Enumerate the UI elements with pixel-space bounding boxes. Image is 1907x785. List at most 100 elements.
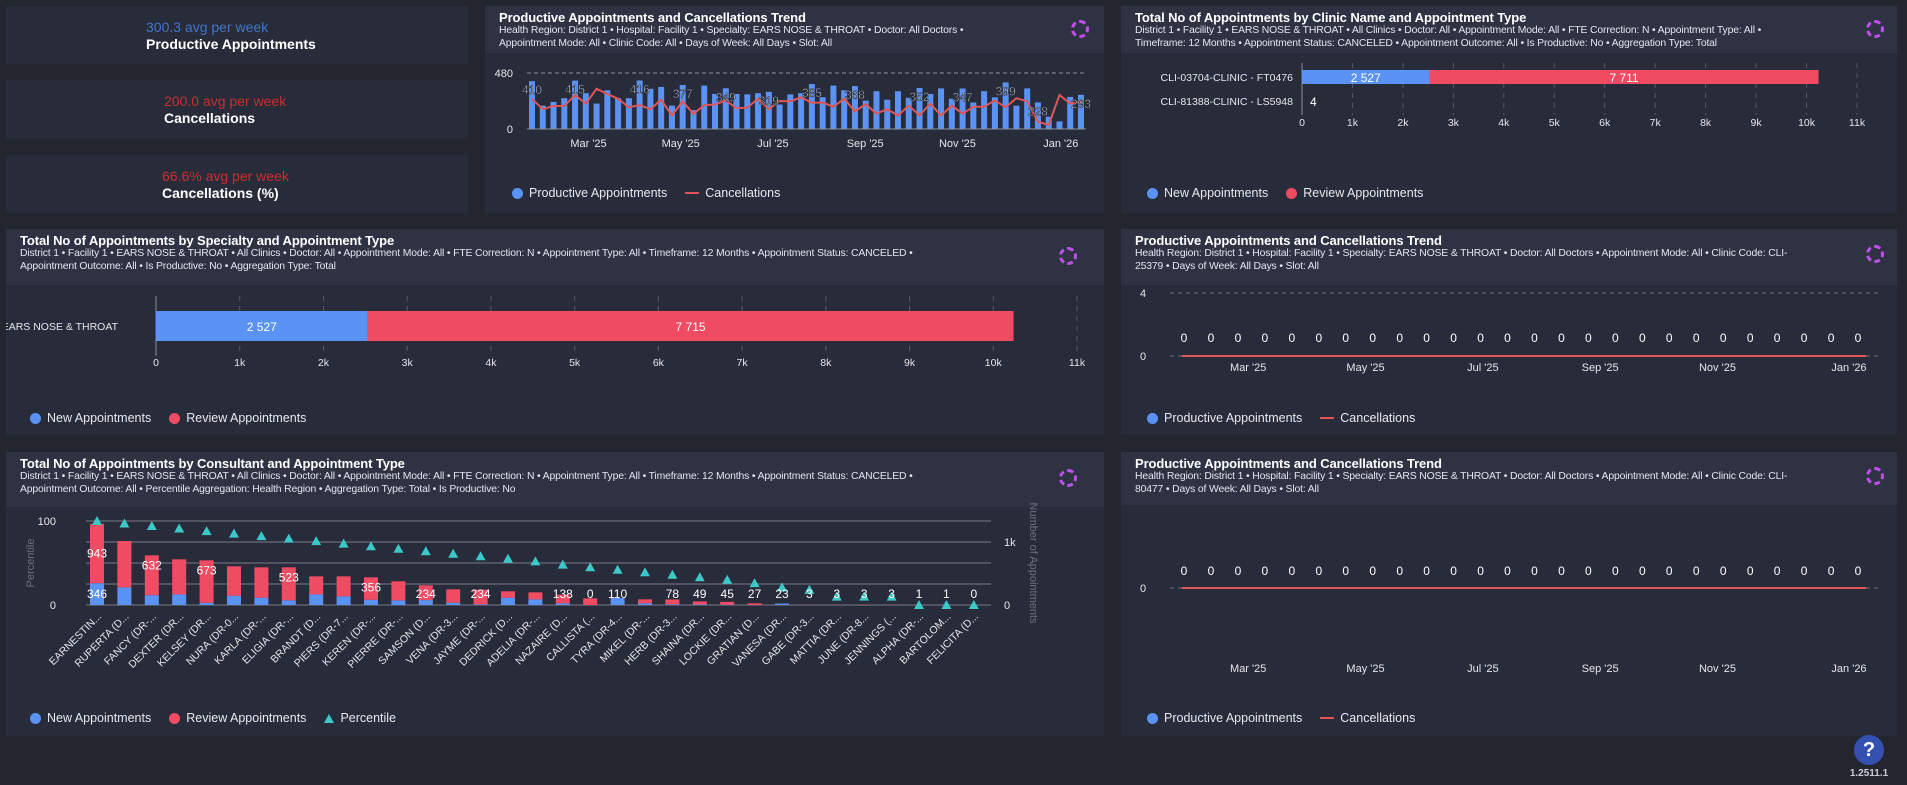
legend-percentile[interactable]: Percentile [324, 711, 396, 725]
legend-new[interactable]: New Appointments [1147, 186, 1268, 200]
new-appointments-bar [364, 599, 378, 605]
data-label: 0 [1828, 564, 1835, 578]
productive-bar [873, 91, 880, 129]
productive-bar [851, 86, 858, 129]
percentile-marker [777, 582, 787, 592]
productive-bar [776, 104, 783, 129]
line-icon [685, 192, 700, 194]
data-label: 673 [197, 563, 217, 577]
productive-bar [905, 97, 912, 129]
x-tick-label: 1k [234, 357, 246, 369]
x-tick-label: Sep '25 [1582, 663, 1619, 675]
review-appointments-bar [583, 598, 598, 605]
data-label: 138 [553, 587, 573, 601]
data-label: 0 [1774, 331, 1781, 345]
data-label: 399 [996, 84, 1016, 98]
y-tick-label-left: 0 [50, 600, 56, 612]
x-tick-label: 7k [737, 357, 749, 369]
loading-spinner-icon [1059, 469, 1077, 487]
productive-bar [981, 91, 988, 129]
kpi-card-cancellations-percent[interactable]: 66.6% avg per week Cancellations (%) [6, 155, 468, 213]
trend-chart: 4 0 0 0 0 0 0 0 0 0 0 0 0 0 0 0 0 0 0 0 0 0 0 0 0 0 0 0 Mar '25 May '… [1140, 288, 1881, 374]
panel-header: Total No of Appointments by Consultant a… [6, 452, 1104, 507]
x-tick-label: 10k [1798, 117, 1816, 129]
legend-review[interactable]: Review Appointments [169, 411, 306, 425]
circle-icon [1147, 412, 1158, 424]
panel-filters: Appointment Outcome: All • Percentile Ag… [20, 483, 516, 495]
legend-label: Review Appointments [186, 411, 307, 425]
data-label: 0 [1693, 331, 1700, 345]
kpi-card-productive[interactable]: 300.3 avg per week Productive Appointmen… [6, 6, 468, 64]
line-icon [1320, 417, 1335, 419]
percentile-marker [119, 518, 130, 528]
data-label: 0 [1801, 331, 1808, 345]
data-label: 1 [916, 587, 923, 601]
panel-filters: District 1 • Facility 1 • EARS NOSE & TH… [20, 248, 913, 259]
data-label: 0 [1585, 564, 1592, 578]
x-tick-label: Jul '25 [757, 138, 788, 150]
legend-new[interactable]: New Appointments [30, 711, 151, 725]
x-tick-label: Sep '25 [1582, 362, 1619, 374]
legend-cancellations[interactable]: Cancellations [685, 186, 780, 200]
percentile-marker [92, 516, 102, 525]
review-appointments-bar [720, 601, 735, 605]
review-appointments-bar [117, 540, 132, 588]
data-label: 0 [1423, 331, 1430, 345]
legend-label: Review Appointments [1303, 186, 1424, 200]
panel-filters: Health Region: District 1 • Hospital: Fa… [1135, 471, 1788, 482]
new-appointments-bar [473, 604, 488, 605]
circle-icon [1147, 187, 1158, 199]
percentile-marker [256, 531, 267, 541]
x-tick-label: Mar '25 [1230, 663, 1266, 675]
legend-productive[interactable]: Productive Appointments [1147, 711, 1302, 725]
kpi-card-cancellations[interactable]: 200.0 avg per week Cancellations [6, 80, 468, 139]
data-label: 0 [1262, 564, 1269, 578]
percentile-marker [694, 572, 705, 582]
review-appointments-bar [391, 581, 406, 601]
cancellations-line [531, 87, 1082, 127]
panel-header: Productive Appointments and Cancellation… [1121, 452, 1897, 505]
x-tick-label: Nov '25 [939, 138, 976, 150]
data-label: 0 [1612, 564, 1619, 578]
data-label: 632 [142, 558, 162, 572]
help-button[interactable]: ? [1854, 735, 1884, 765]
legend-review[interactable]: Review Appointments [169, 711, 306, 725]
x-tick-label: 0 [153, 357, 159, 369]
new-appointments-bar [309, 594, 324, 605]
new-appointments-bar [1302, 70, 1430, 84]
x-tick-label: 2k [318, 357, 330, 369]
data-label: 0 [1558, 564, 1565, 578]
y-tick-label: 0 [1140, 583, 1146, 595]
x-tick-label: Jan '26 [1831, 362, 1866, 374]
data-label: 0 [1693, 564, 1700, 578]
legend-label: Percentile [340, 711, 397, 725]
panel-filters: Health Region: District 1 • Hospital: Fa… [499, 25, 964, 36]
x-tick-label: Jul '25 [1467, 663, 1498, 675]
percentile-marker [859, 591, 870, 601]
legend-cancellations[interactable]: Cancellations [1320, 711, 1415, 725]
new-appointments-bar [555, 603, 570, 605]
data-label: 2 527 [247, 320, 277, 334]
data-label: 0 [1666, 331, 1673, 345]
legend-productive[interactable]: Productive Appointments [1147, 411, 1302, 425]
y-tick-label: 0 [507, 124, 513, 136]
panel-filters: Timeframe: 12 Months • Appointment Statu… [1135, 37, 1717, 49]
review-appointments-bar [528, 592, 543, 600]
legend-productive[interactable]: Productive Appointments [512, 186, 667, 200]
new-appointments-bar [90, 583, 104, 605]
data-label: 4 [1310, 95, 1317, 109]
legend-review[interactable]: Review Appointments [1286, 186, 1423, 200]
panel-trend-main: Productive Appointments and Cancellation… [485, 6, 1104, 213]
productive-bar [733, 94, 740, 129]
data-label: 228 [1028, 104, 1048, 118]
new-appointments-bar [501, 597, 515, 605]
productive-bar [550, 101, 557, 129]
x-tick-label: 4k [485, 357, 497, 369]
productive-bar [1013, 105, 1020, 129]
data-label: 0 [1531, 564, 1538, 578]
review-appointments-bar [501, 591, 515, 598]
version-label: 1.2511.1 [1849, 768, 1889, 779]
legend-cancellations[interactable]: Cancellations [1320, 411, 1415, 425]
legend-new[interactable]: New Appointments [30, 411, 151, 425]
